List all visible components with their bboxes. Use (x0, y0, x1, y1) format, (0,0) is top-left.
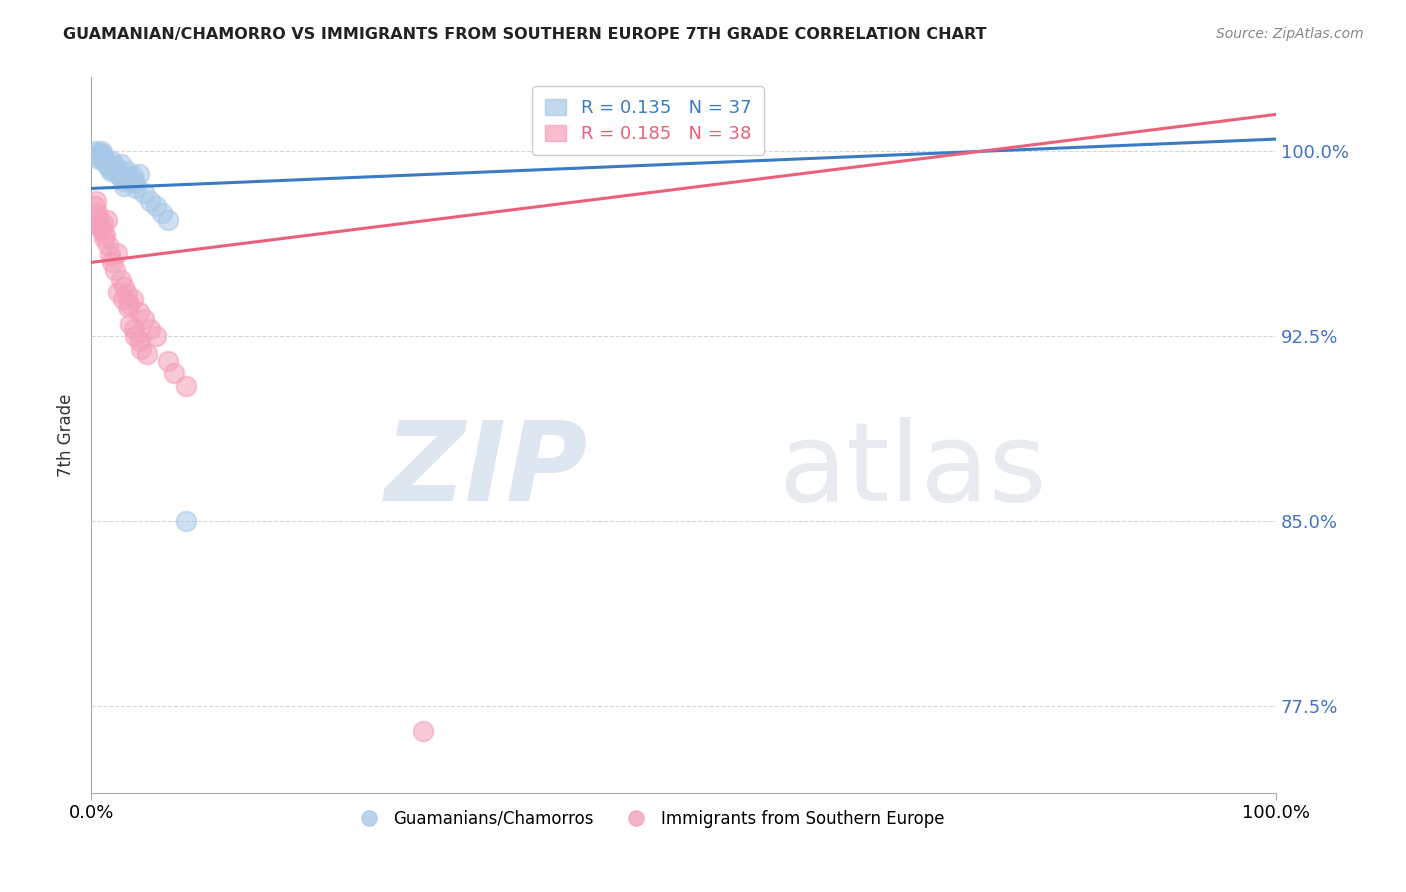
Point (86, 149, 108, 163)
Point (96, 213, 118, 227)
Point (150, 206, 173, 220)
Text: Source: ZipAtlas.com: Source: ZipAtlas.com (1216, 27, 1364, 41)
Point (125, 181, 148, 195)
Point (108, 169, 131, 183)
Point (97, 159, 120, 173)
Point (101, 154, 124, 169)
Point (124, 177, 146, 191)
Point (105, 161, 128, 176)
Point (121, 293, 143, 307)
Point (139, 322, 162, 336)
Point (94, 152, 117, 166)
Point (103, 159, 125, 173)
Point (98, 248, 121, 262)
Point (115, 164, 138, 178)
Point (117, 300, 139, 314)
Point (87, 147, 110, 161)
Point (115, 287, 138, 301)
Point (112, 293, 135, 307)
Point (107, 285, 129, 299)
Point (128, 304, 150, 318)
Point (89, 219, 111, 233)
Point (118, 171, 141, 186)
Point (112, 174, 135, 188)
Point (89, 152, 111, 166)
Point (120, 174, 142, 188)
Point (97, 238, 120, 252)
Point (163, 367, 186, 381)
Point (112, 280, 135, 294)
Point (93, 231, 115, 245)
Point (98, 161, 121, 176)
Point (90, 149, 112, 163)
Point (121, 169, 143, 183)
Point (412, 724, 434, 739)
Point (91, 216, 114, 230)
Point (107, 167, 129, 181)
Text: GUAMANIAN/CHAMORRO VS IMMIGRANTS FROM SOUTHERN EUROPE 7TH GRADE CORRELATION CHAR: GUAMANIAN/CHAMORRO VS IMMIGRANTS FROM SO… (63, 27, 987, 42)
Point (90, 220, 112, 235)
Point (128, 167, 150, 181)
Point (83, 199, 105, 213)
Point (112, 178, 135, 193)
Point (145, 199, 167, 213)
Point (91, 147, 114, 161)
Legend: Guamanians/Chamorros, Immigrants from Southern Europe: Guamanians/Chamorros, Immigrants from So… (346, 803, 950, 834)
Point (145, 329, 167, 343)
Point (139, 194, 162, 208)
Point (94, 228, 117, 243)
Point (124, 329, 146, 343)
Point (134, 186, 156, 201)
Text: ZIP: ZIP (385, 417, 589, 524)
Point (129, 342, 152, 356)
Point (96, 157, 118, 171)
Point (86, 206, 108, 220)
Point (134, 312, 156, 326)
Point (174, 378, 197, 392)
Point (104, 262, 127, 277)
Point (105, 245, 128, 260)
Point (110, 273, 132, 287)
Point (101, 255, 124, 269)
Point (157, 213, 180, 227)
Point (105, 164, 128, 178)
Point (100, 164, 122, 178)
Point (128, 334, 150, 349)
Point (84, 145, 107, 159)
Point (122, 322, 145, 336)
Point (104, 159, 127, 173)
Point (120, 317, 142, 331)
Point (90, 223, 112, 237)
Point (135, 346, 157, 360)
Point (157, 354, 180, 368)
Point (118, 297, 141, 311)
Point (90, 145, 112, 159)
Point (84, 194, 107, 208)
Text: atlas: atlas (779, 417, 1047, 524)
Point (87, 211, 110, 225)
Y-axis label: 7th Grade: 7th Grade (58, 393, 75, 476)
Point (110, 157, 132, 171)
Point (174, 514, 197, 528)
Point (93, 154, 115, 169)
Point (97, 157, 120, 171)
